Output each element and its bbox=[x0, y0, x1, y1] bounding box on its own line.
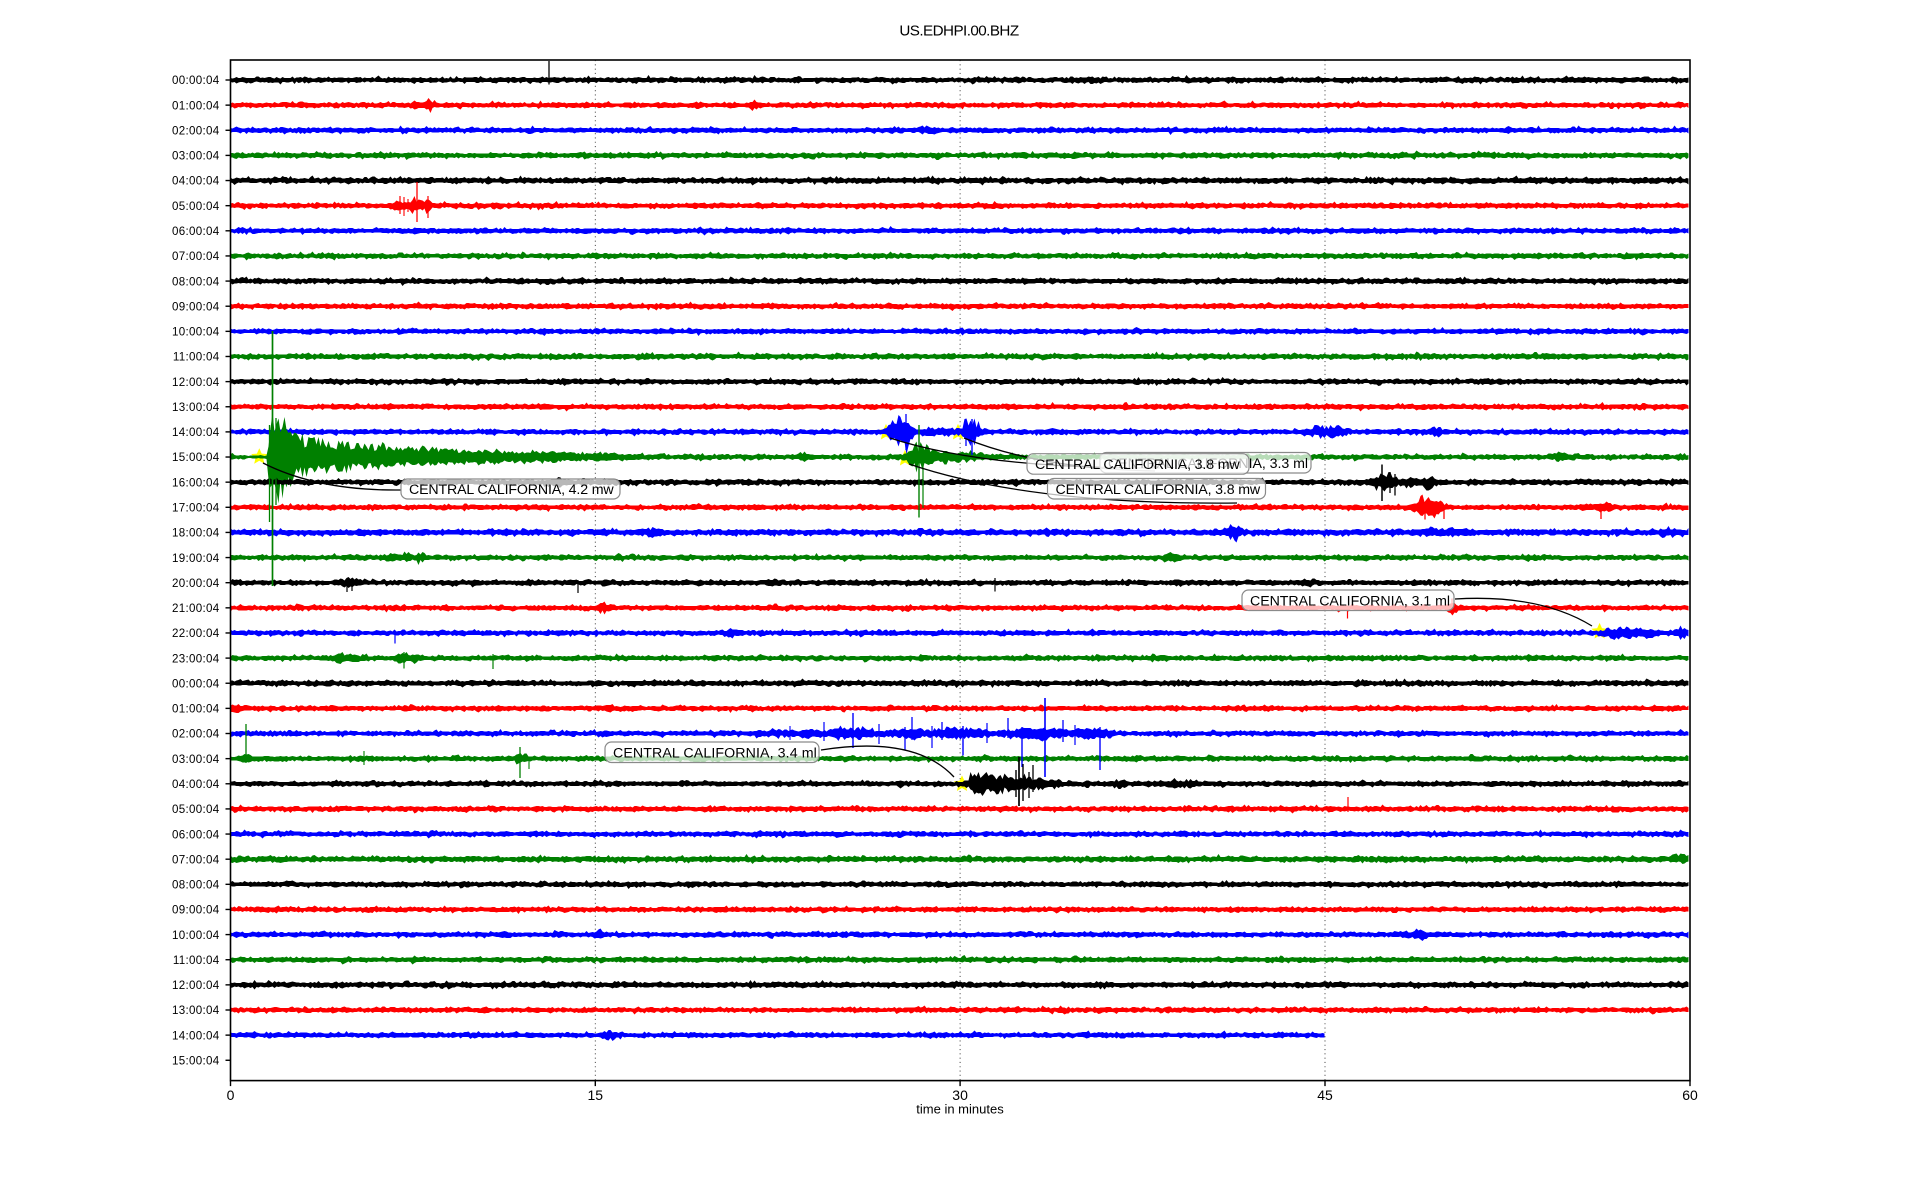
svg-text:CENTRAL CALIFORNIA, 3.1 ml: CENTRAL CALIFORNIA, 3.1 ml bbox=[1250, 593, 1450, 609]
svg-text:20:00:04: 20:00:04 bbox=[172, 577, 220, 590]
svg-text:09:00:04: 09:00:04 bbox=[172, 904, 220, 917]
svg-text:05:00:04: 05:00:04 bbox=[172, 200, 220, 213]
svg-text:05:00:04: 05:00:04 bbox=[172, 803, 220, 816]
svg-text:07:00:04: 07:00:04 bbox=[172, 250, 220, 263]
svg-text:60: 60 bbox=[1682, 1087, 1698, 1103]
svg-text:06:00:04: 06:00:04 bbox=[172, 225, 220, 238]
svg-text:12:00:04: 12:00:04 bbox=[172, 979, 220, 992]
svg-text:14:00:04: 14:00:04 bbox=[172, 1029, 220, 1042]
svg-text:0: 0 bbox=[227, 1087, 235, 1103]
svg-text:09:00:04: 09:00:04 bbox=[172, 300, 220, 313]
svg-text:10:00:04: 10:00:04 bbox=[172, 326, 220, 339]
svg-text:19:00:04: 19:00:04 bbox=[172, 552, 220, 565]
svg-text:06:00:04: 06:00:04 bbox=[172, 828, 220, 841]
svg-text:15: 15 bbox=[588, 1087, 604, 1103]
svg-text:15:00:04: 15:00:04 bbox=[172, 451, 220, 464]
svg-text:02:00:04: 02:00:04 bbox=[172, 124, 220, 137]
svg-text:12:00:04: 12:00:04 bbox=[172, 376, 220, 389]
svg-text:CENTRAL CALIFORNIA, 3.4 ml: CENTRAL CALIFORNIA, 3.4 ml bbox=[613, 745, 817, 761]
svg-text:02:00:04: 02:00:04 bbox=[172, 728, 220, 741]
svg-text:23:00:04: 23:00:04 bbox=[172, 652, 220, 665]
svg-text:CENTRAL CALIFORNIA, 4.2 mw: CENTRAL CALIFORNIA, 4.2 mw bbox=[409, 482, 614, 498]
svg-text:30: 30 bbox=[952, 1087, 968, 1103]
svg-text:04:00:04: 04:00:04 bbox=[172, 778, 220, 791]
svg-text:07:00:04: 07:00:04 bbox=[172, 853, 220, 866]
svg-text:00:00:04: 00:00:04 bbox=[172, 74, 220, 87]
svg-text:16:00:04: 16:00:04 bbox=[172, 476, 220, 489]
svg-text:11:00:04: 11:00:04 bbox=[173, 351, 220, 364]
svg-text:03:00:04: 03:00:04 bbox=[172, 753, 220, 766]
svg-text:08:00:04: 08:00:04 bbox=[172, 879, 220, 892]
svg-text:01:00:04: 01:00:04 bbox=[172, 99, 220, 112]
svg-text:10:00:04: 10:00:04 bbox=[172, 929, 220, 942]
svg-text:21:00:04: 21:00:04 bbox=[172, 602, 220, 615]
svg-text:45: 45 bbox=[1317, 1087, 1333, 1103]
svg-text:13:00:04: 13:00:04 bbox=[172, 1004, 220, 1017]
svg-text:04:00:04: 04:00:04 bbox=[172, 175, 220, 188]
svg-text:03:00:04: 03:00:04 bbox=[172, 150, 220, 163]
svg-text:15:00:04: 15:00:04 bbox=[172, 1054, 220, 1067]
svg-text:01:00:04: 01:00:04 bbox=[172, 703, 220, 716]
svg-text:13:00:04: 13:00:04 bbox=[172, 401, 220, 414]
svg-text:CENTRAL CALIFORNIA, 3.8 mw: CENTRAL CALIFORNIA, 3.8 mw bbox=[1035, 457, 1240, 473]
svg-text:time in minutes: time in minutes bbox=[916, 1102, 1004, 1117]
svg-text:11:00:04: 11:00:04 bbox=[173, 954, 220, 967]
svg-text:CENTRAL CALIFORNIA, 3.8 mw: CENTRAL CALIFORNIA, 3.8 mw bbox=[1056, 482, 1261, 498]
svg-text:18:00:04: 18:00:04 bbox=[172, 527, 220, 540]
svg-text:00:00:04: 00:00:04 bbox=[172, 677, 220, 690]
svg-text:US.EDHPI.00.BHZ: US.EDHPI.00.BHZ bbox=[899, 23, 1018, 40]
svg-text:17:00:04: 17:00:04 bbox=[172, 501, 220, 514]
svg-text:22:00:04: 22:00:04 bbox=[172, 627, 220, 640]
svg-text:08:00:04: 08:00:04 bbox=[172, 275, 220, 288]
svg-text:14:00:04: 14:00:04 bbox=[172, 426, 220, 439]
